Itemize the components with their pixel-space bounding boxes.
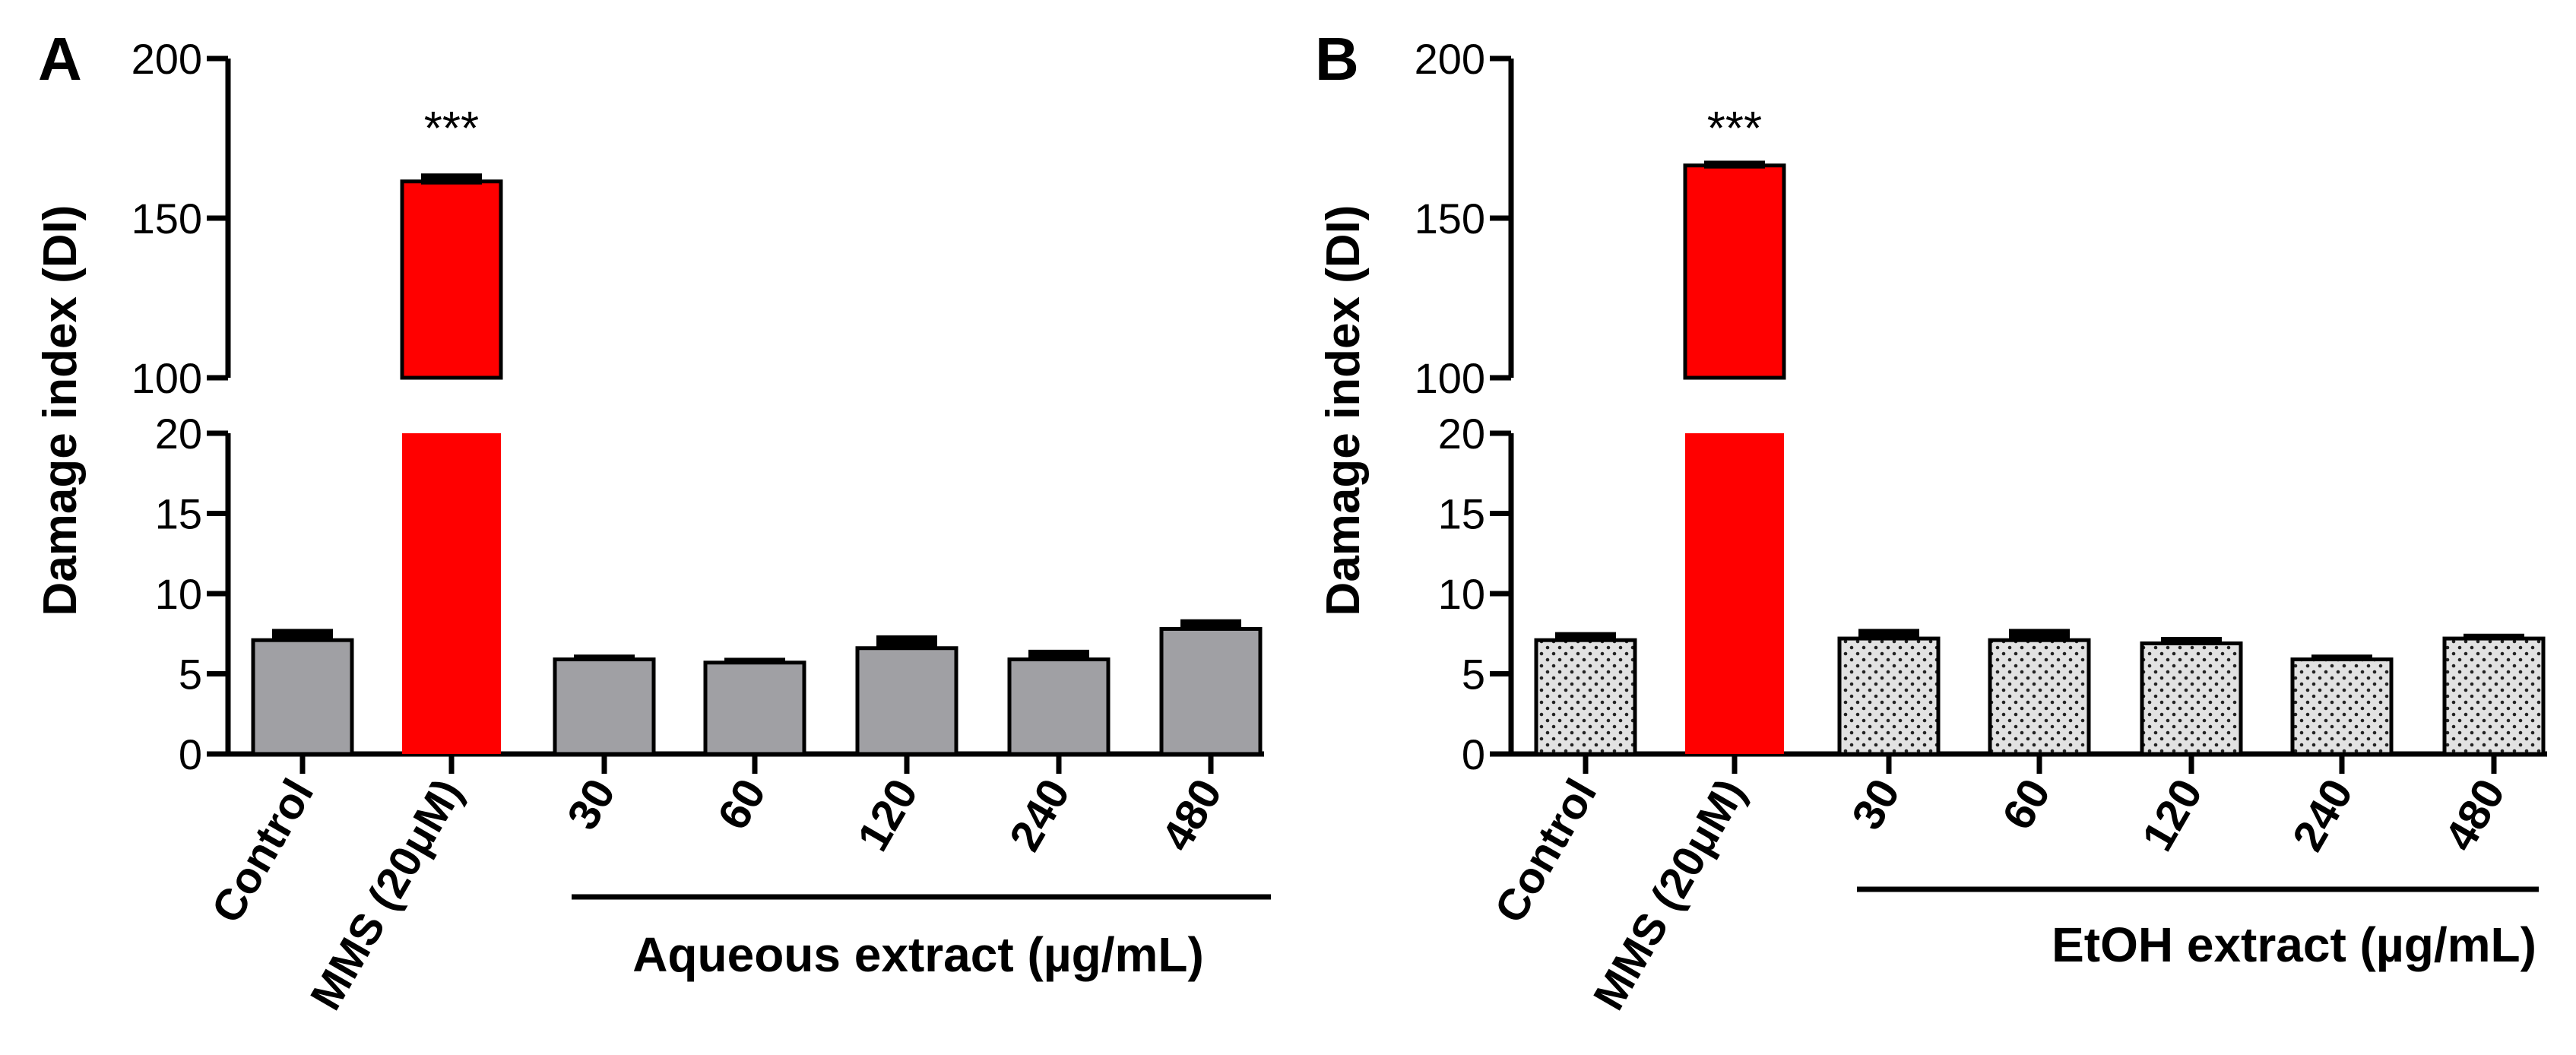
y-tick-label: 15 bbox=[155, 490, 202, 538]
category-label: 120 bbox=[848, 771, 928, 859]
y-tick-label: 150 bbox=[1415, 195, 1485, 242]
y-tick-label: 150 bbox=[131, 195, 202, 242]
y-tick-label: 10 bbox=[155, 570, 202, 618]
y-tick-label: 100 bbox=[1415, 354, 1485, 402]
category-label: 240 bbox=[2283, 771, 2363, 859]
axes: 0 5 10 15 20 100 150 200 bbox=[131, 35, 1264, 778]
bars: *** bbox=[251, 103, 1263, 756]
category-label: 240 bbox=[1000, 771, 1080, 859]
bar bbox=[1534, 638, 1637, 756]
category-label: 480 bbox=[2435, 771, 2515, 859]
y-tick-label: 200 bbox=[1415, 35, 1485, 83]
bar bbox=[855, 646, 958, 756]
y-tick-label: 5 bbox=[1462, 651, 1485, 699]
bar bbox=[2140, 641, 2243, 756]
category-label: MMS (20μM) bbox=[301, 771, 472, 1019]
y-tick-label: 5 bbox=[179, 651, 202, 699]
chart-panel-b: B Damage index (DI) 0 5 10 15 20 100 150 200 **… bbox=[1315, 25, 2547, 1019]
y-axis-label: Damage index (DI) bbox=[34, 205, 87, 616]
significance-annotation: *** bbox=[424, 103, 479, 155]
group-label: EtOH extract (µg/mL) bbox=[2052, 917, 2536, 972]
y-tick-label: 0 bbox=[1462, 730, 1485, 778]
bars: *** bbox=[1534, 103, 2546, 756]
y-axis-label: Damage index (DI) bbox=[1317, 205, 1370, 616]
bar-lower-segment bbox=[402, 433, 501, 754]
bar bbox=[1007, 657, 1111, 756]
bar-upper-segment bbox=[1683, 163, 1786, 380]
y-tick-label: 20 bbox=[1438, 410, 1485, 458]
category-label: Control bbox=[1485, 771, 1606, 931]
category-label: 60 bbox=[1993, 771, 2061, 838]
bar bbox=[2442, 636, 2546, 756]
category-label: MMS (20μM) bbox=[1584, 771, 1755, 1019]
category-label: 30 bbox=[558, 771, 626, 838]
category-label: Control bbox=[202, 771, 323, 931]
category-label: 480 bbox=[1152, 771, 1232, 859]
y-tick-label: 100 bbox=[131, 354, 202, 402]
y-tick-label: 15 bbox=[1438, 490, 1485, 538]
bar-lower-segment bbox=[1685, 433, 1784, 754]
group-label: Aqueous extract (µg/mL) bbox=[632, 927, 1204, 982]
y-tick-label: 10 bbox=[1438, 570, 1485, 618]
error-bar bbox=[421, 173, 482, 185]
bar bbox=[1988, 638, 2091, 756]
error-bar bbox=[1704, 160, 1765, 169]
y-tick-label: 0 bbox=[179, 730, 202, 778]
panel-label: B bbox=[1315, 25, 1359, 93]
category-label: 30 bbox=[1842, 771, 1910, 838]
bar bbox=[553, 657, 656, 756]
bar bbox=[1837, 636, 1941, 756]
category-label: 120 bbox=[2133, 771, 2213, 859]
bar bbox=[2290, 657, 2394, 756]
y-tick-label: 200 bbox=[131, 35, 202, 83]
chart-panel-a: A Damage index (DI) 0 5 10 15 20 100 150 200 **… bbox=[34, 25, 1271, 1019]
y-tick-label: 20 bbox=[155, 410, 202, 458]
category-label: 60 bbox=[708, 771, 776, 838]
bar bbox=[703, 661, 806, 756]
bar-upper-segment bbox=[400, 179, 503, 380]
bar bbox=[251, 638, 354, 756]
significance-annotation: *** bbox=[1707, 103, 1762, 155]
panel-label: A bbox=[38, 25, 82, 93]
bar bbox=[1159, 626, 1263, 756]
